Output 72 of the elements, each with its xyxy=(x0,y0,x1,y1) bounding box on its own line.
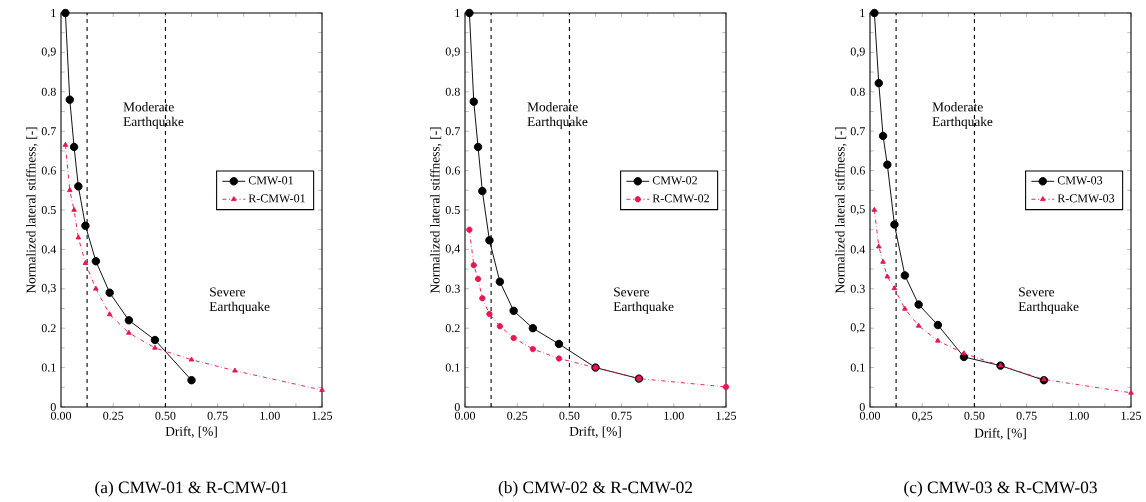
y-tick-label: 0.7 xyxy=(445,127,460,136)
y-tick-label: 1 xyxy=(51,9,56,17)
x-tick-label: 0.00 xyxy=(50,411,72,420)
y-tick-label: 0 xyxy=(454,402,460,412)
y-tick-label: 1 xyxy=(455,9,460,17)
y-tick-label: 0,9 xyxy=(41,47,56,58)
y-tick-label: 0,2 xyxy=(850,323,865,334)
y-tick-label: 0,9 xyxy=(445,47,460,58)
y-tick-label: 1 xyxy=(860,9,865,17)
y-tick-label: 0.2 xyxy=(41,324,56,333)
x-tick-label: 0.75 xyxy=(611,411,632,420)
x-tick-label: 1.25 xyxy=(312,411,333,420)
y-axis-title: Normalized lateral stiffness, [-] xyxy=(26,127,38,294)
x-tick-label: 0.25 xyxy=(507,411,528,420)
annotation: Moderate Earthquake xyxy=(527,102,588,129)
legend-label: R-CMW-02 xyxy=(652,194,709,203)
y-tick-label: 0.3 xyxy=(850,284,865,293)
legend-label: R-CMW-01 xyxy=(248,194,305,203)
legend-label: R-CMW-03 xyxy=(1057,194,1115,203)
x-tick-label: 0.00 xyxy=(859,411,881,420)
x-tick-label: 0.50 xyxy=(559,411,580,420)
y-tick-label: 0.3 xyxy=(445,284,460,293)
x-tick-label: 1.25 xyxy=(716,411,737,420)
y-tick-label: 0,9 xyxy=(850,47,865,58)
x-tick-label: 0.50 xyxy=(964,411,985,420)
x-tick-label: 0.00 xyxy=(454,411,476,420)
annotation: Moderate Earthquake xyxy=(932,102,993,129)
legend-label: CMW-02 xyxy=(652,176,697,185)
x-tick-label: 1.00 xyxy=(664,411,684,420)
x-axis-title: Drift, [%] xyxy=(569,426,621,438)
x-tick-label: 0.75 xyxy=(1016,411,1037,420)
y-tick-label: 0,3 xyxy=(41,283,56,294)
y-axis-title: Normalized lateral stiffness, [-] xyxy=(835,127,847,294)
x-tick-label: 0,25 xyxy=(912,411,933,422)
x-tick-label: 0.75 xyxy=(207,411,228,420)
y-tick-label: 0.4 xyxy=(850,245,866,254)
y-tick-label: 0.6 xyxy=(445,166,460,175)
y-tick-label: 0.6 xyxy=(850,166,865,175)
y-tick-label: 0.5 xyxy=(41,205,56,215)
y-tick-label: 0,4 xyxy=(445,244,461,255)
text: (c) CMW-03 & R-CMW-03 xyxy=(904,481,1097,497)
annotation: Moderate Earthquake xyxy=(123,102,184,129)
y-tick-label: 0.8 xyxy=(850,87,865,96)
x-tick-label: 1.00 xyxy=(260,411,280,420)
text: (b) CMW-02 & R-CMW-02 xyxy=(498,481,693,497)
y-tick-label: 0.7 xyxy=(850,127,865,136)
y-tick-label: 0 xyxy=(50,402,56,412)
y-tick-label: 0.5 xyxy=(445,205,460,215)
y-tick-label: 0 xyxy=(859,402,865,412)
y-tick-label: 0.8 xyxy=(445,87,460,96)
y-axis-title: Normalized lateral stiffness, [-] xyxy=(430,127,442,294)
x-tick-label: 1.00 xyxy=(1069,411,1089,420)
x-tick-label: 0.50 xyxy=(155,411,176,420)
y-tick-label: 0.1 xyxy=(445,363,460,372)
x-tick-label: 1.25 xyxy=(1121,411,1142,420)
x-tick-label: 0.25 xyxy=(103,411,124,420)
legend-label: CMW-03 xyxy=(1057,176,1103,185)
y-tick-label: 0,5 xyxy=(850,205,865,215)
y-tick-label: 0.1 xyxy=(41,363,56,372)
annotation: Severe Earthquake xyxy=(1018,287,1079,314)
y-tick-label: 0.1 xyxy=(850,363,865,372)
y-tick-label: 0.7 xyxy=(41,127,56,136)
y-tick-label: 0.4 xyxy=(41,245,57,254)
annotation: Severe Earthquake xyxy=(209,287,270,314)
text: (a) CMW-01 & R-CMW-01 xyxy=(95,481,288,497)
x-axis-title: Drift, [%] xyxy=(165,426,217,438)
y-tick-label: 0.6 xyxy=(41,166,56,175)
x-axis-title: Drift, [%] xyxy=(974,428,1026,440)
annotation: Severe Earthquake xyxy=(613,287,674,314)
y-tick-label: 0.2 xyxy=(445,324,460,333)
y-tick-label: 0.8 xyxy=(41,87,56,96)
legend-label: CMW-01 xyxy=(248,176,293,185)
